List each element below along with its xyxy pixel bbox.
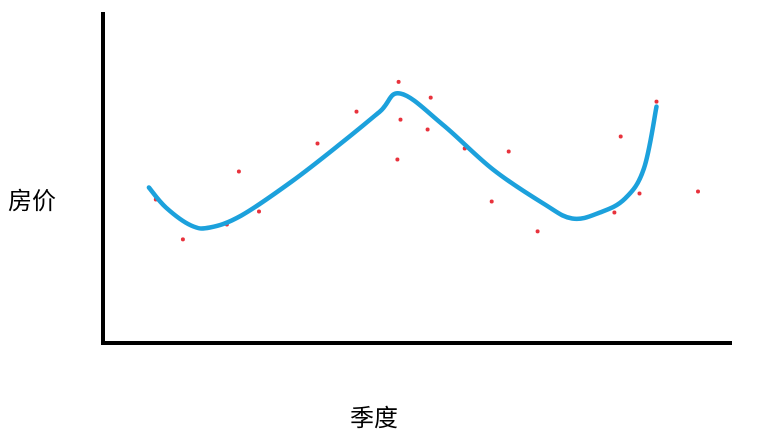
data-point-22 xyxy=(696,189,700,194)
data-point-5 xyxy=(257,209,261,214)
data-point-4 xyxy=(236,169,241,174)
data-point-20 xyxy=(637,191,642,196)
data-point-11 xyxy=(398,117,403,122)
data-point-9 xyxy=(395,157,400,162)
data-point-7 xyxy=(315,141,320,146)
data-point-18 xyxy=(612,210,617,215)
data-point-12 xyxy=(425,127,430,132)
data-point-2 xyxy=(180,237,185,242)
data-points xyxy=(153,79,700,242)
y-axis-label: 房价 xyxy=(8,187,56,215)
data-point-13 xyxy=(428,95,433,100)
x-axis-label: 季度 xyxy=(350,404,398,432)
data-point-10 xyxy=(396,79,401,84)
data-point-15 xyxy=(489,199,494,204)
data-point-16 xyxy=(506,149,511,154)
data-point-19 xyxy=(618,134,623,139)
fit-curve xyxy=(146,91,659,231)
data-point-21 xyxy=(654,99,659,104)
data-point-8 xyxy=(354,109,359,114)
data-point-17 xyxy=(535,229,540,234)
